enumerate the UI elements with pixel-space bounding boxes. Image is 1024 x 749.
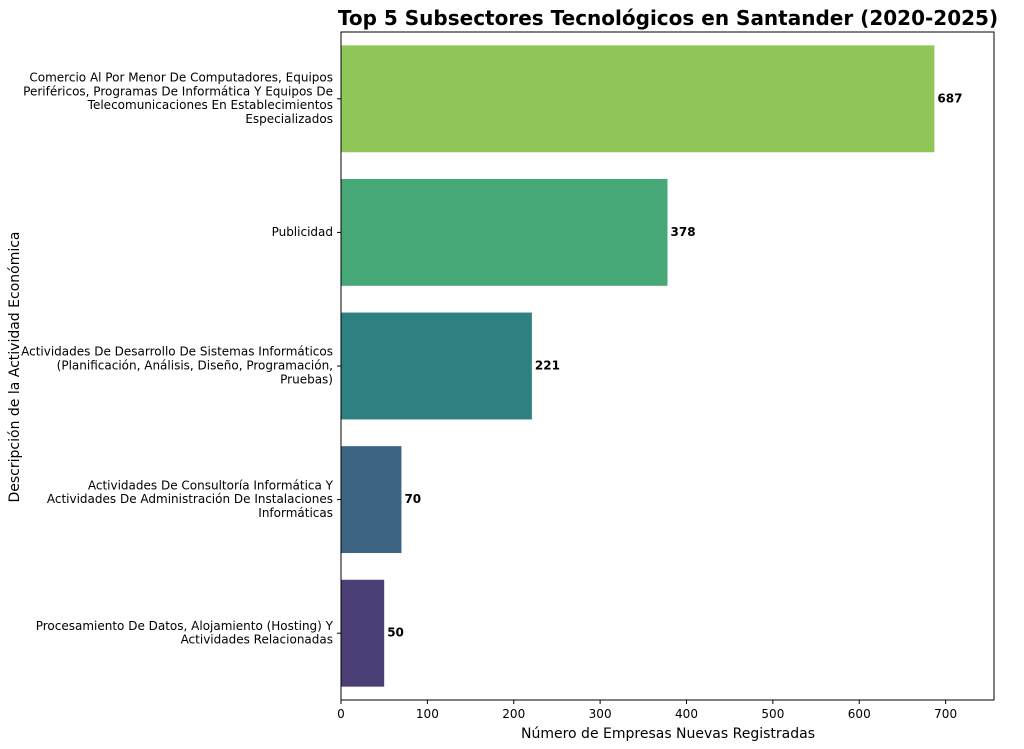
category-labels-group: Comercio Al Por Menor De Computadores, E… (21, 71, 341, 647)
bar-5 (341, 579, 385, 687)
bar-value-label-1: 687 (937, 91, 962, 105)
x-tick-label-1: 0 (337, 707, 345, 721)
x-axis-ticks: 0 100 200 300 400 500 600 700 (337, 700, 957, 721)
bar-4 (341, 446, 402, 554)
plot-area-frame (340, 31, 995, 701)
category-label-5: Procesamiento De Datos, Alojamiento (Hos… (36, 619, 334, 647)
category-label-3: Actividades De Desarrollo De Sistemas In… (21, 345, 333, 387)
bar-2 (341, 178, 668, 286)
bar-value-label-5: 50 (387, 626, 404, 640)
x-tick-label-8: 700 (934, 707, 957, 721)
x-axis-label: Número de Empresas Nuevas Registradas (521, 726, 815, 742)
bar-1 (341, 45, 935, 153)
category-label-1: Comercio Al Por Menor De Computadores, E… (23, 71, 333, 126)
bar-value-label-4: 70 (404, 492, 421, 506)
category-label-4: Actividades De Consultoría Informática Y… (47, 478, 334, 520)
x-tick-label-3: 200 (502, 707, 525, 721)
x-tick-label-7: 600 (848, 707, 871, 721)
y-axis-label: Descripción de la Actividad Económica (7, 232, 23, 503)
value-labels-group: 687 378 221 70 50 (387, 91, 962, 639)
x-tick-label-5: 400 (675, 707, 698, 721)
bars-group (341, 45, 935, 687)
category-label-2: Publicidad (272, 225, 333, 239)
x-tick-label-6: 500 (761, 707, 784, 721)
bar-value-label-3: 221 (535, 359, 560, 373)
bar-value-label-2: 378 (671, 225, 696, 239)
chart-title: Top 5 Subsectores Tecnológicos en Santan… (338, 6, 998, 30)
bar-3 (341, 312, 532, 420)
x-tick-label-4: 300 (589, 707, 612, 721)
x-tick-label-2: 100 (416, 707, 439, 721)
